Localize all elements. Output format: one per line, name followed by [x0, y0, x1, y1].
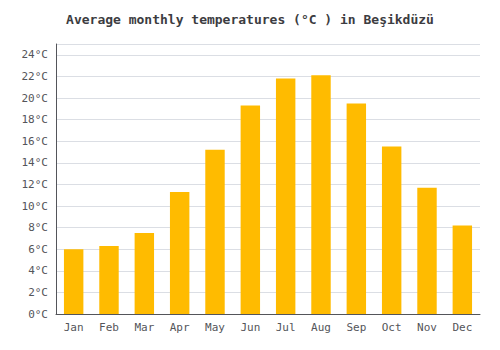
svg-text:6°C: 6°C	[28, 243, 48, 256]
svg-text:Sep: Sep	[346, 321, 366, 334]
svg-text:May: May	[205, 321, 225, 334]
svg-text:22°C: 22°C	[22, 70, 49, 83]
svg-text:Jan: Jan	[64, 321, 84, 334]
svg-text:16°C: 16°C	[22, 135, 49, 148]
svg-text:Mar: Mar	[134, 321, 154, 334]
svg-text:24°C: 24°C	[22, 48, 49, 61]
svg-text:Oct: Oct	[382, 321, 402, 334]
svg-text:Jul: Jul	[276, 321, 296, 334]
svg-text:2°C: 2°C	[28, 286, 48, 299]
svg-text:Apr: Apr	[170, 321, 190, 334]
svg-text:14°C: 14°C	[22, 156, 49, 169]
svg-text:4°C: 4°C	[28, 264, 48, 277]
svg-text:Nov: Nov	[417, 321, 437, 334]
svg-text:10°C: 10°C	[22, 200, 49, 213]
svg-text:Jun: Jun	[240, 321, 260, 334]
svg-text:20°C: 20°C	[22, 92, 49, 105]
svg-text:Feb: Feb	[99, 321, 119, 334]
svg-text:8°C: 8°C	[28, 221, 48, 234]
svg-text:12°C: 12°C	[22, 178, 49, 191]
svg-text:18°C: 18°C	[22, 113, 49, 126]
svg-text:Dec: Dec	[452, 321, 472, 334]
svg-text:Average monthly temperatures (: Average monthly temperatures (°C ) in Be…	[66, 12, 434, 27]
svg-text:0°C: 0°C	[28, 308, 48, 321]
svg-text:Aug: Aug	[311, 321, 331, 334]
